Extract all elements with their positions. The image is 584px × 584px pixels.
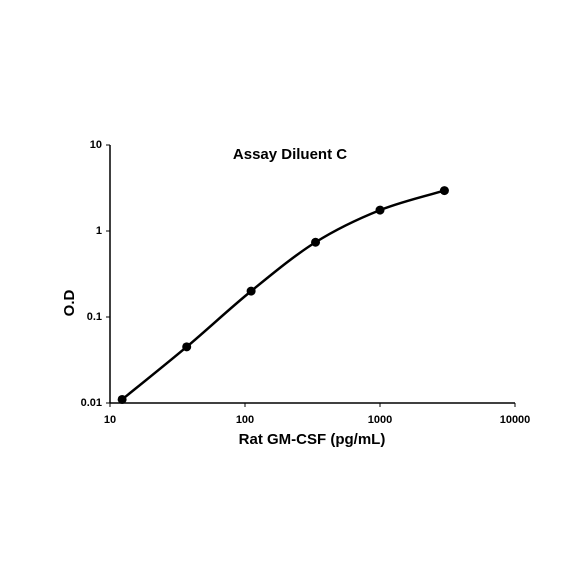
data-point (182, 342, 192, 352)
y-tick-label: 0.01 (81, 397, 102, 409)
y-tick-label: 0.1 (87, 311, 102, 323)
x-tick-label: 10 (104, 414, 116, 426)
data-point (375, 205, 385, 215)
x-tick-label: 100 (236, 414, 254, 426)
x-tick-label: 10000 (500, 414, 531, 426)
x-axis-label: Rat GM-CSF (pg/mL) (239, 431, 386, 448)
y-axis-label: O.D (61, 290, 78, 317)
data-point (246, 286, 256, 296)
data-point (439, 186, 449, 196)
data-point (117, 394, 127, 404)
x-tick-label: 1000 (368, 414, 392, 426)
y-tick-label: 1 (96, 225, 102, 237)
y-tick-label: 10 (90, 139, 102, 151)
chart-title: Assay Diluent C (233, 146, 347, 163)
data-point (311, 237, 321, 247)
